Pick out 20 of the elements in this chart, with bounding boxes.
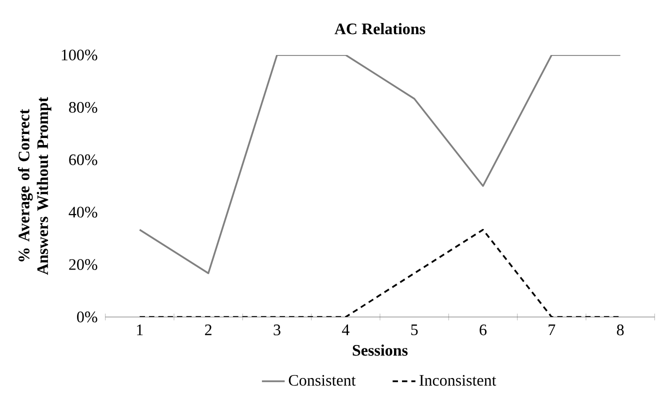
y-tick-label: 20%	[69, 259, 98, 270]
line-series	[138, 54, 622, 274]
legend-label: Consistent	[288, 374, 356, 386]
chart-title: AC Relations	[334, 23, 426, 34]
y-tick-label: 80%	[69, 102, 98, 113]
y-axis-title: % Average of Correct Answers Without Prompt	[18, 97, 52, 275]
x-tick-label: 4	[342, 324, 350, 336]
x-tick-label: 6	[480, 324, 487, 336]
x-tick-label: 8	[616, 324, 624, 336]
y-tick-label: 0%	[77, 312, 98, 322]
legend-label: Inconsistent	[420, 374, 496, 386]
x-axis-title: Sessions	[352, 344, 408, 356]
x-tick-label: 7	[548, 324, 556, 336]
x-tick-label: 2	[205, 324, 212, 336]
y-tick-label: 60%	[69, 154, 98, 166]
x-tick-label: 3	[274, 324, 280, 336]
x-tick-label: 5	[411, 324, 418, 336]
y-tick-label: 40%	[68, 206, 98, 218]
x-tick-label: 1	[137, 324, 143, 336]
y-tick-label: 100%	[62, 50, 98, 60]
